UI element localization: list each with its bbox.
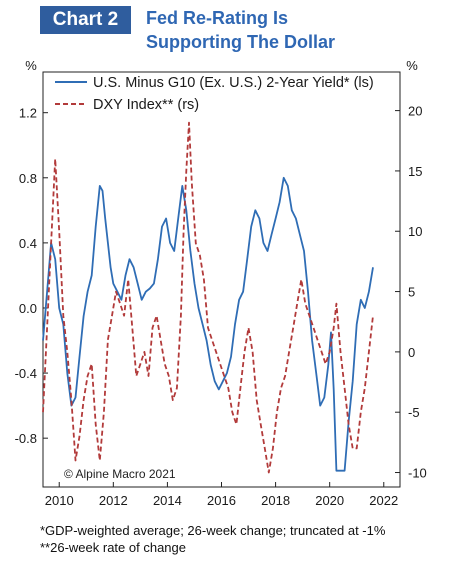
right-axis-tick-label: -10	[408, 466, 427, 481]
chart-header: Chart 2 Fed Re-Rating Is Supporting The …	[0, 0, 471, 58]
footnote-1: *GDP-weighted average; 26-week change; t…	[40, 523, 386, 538]
x-axis-tick-label: 2010	[45, 493, 74, 508]
series-layer	[42, 121, 374, 474]
left-axis-tick-label: -0.8	[15, 431, 37, 446]
chart-title: Fed Re-Rating Is Supporting The Dollar	[146, 6, 446, 54]
chart-number-badge: Chart 2	[40, 6, 131, 34]
legend-label: U.S. Minus G10 (Ex. U.S.) 2-Year Yield* …	[93, 75, 374, 91]
axes-layer: 1.2 0.8 0.4 0.0 -0.4 -0.8% 20 15 10 5 0 -5 -10% 2010 2…	[15, 58, 427, 508]
x-axis-tick-label: 2022	[369, 493, 398, 508]
x-axis-tick-label: 2020	[315, 493, 344, 508]
x-axis-tick-label: 2014	[153, 493, 182, 508]
right-axis-tick-label: 0	[408, 345, 415, 360]
right-axis-tick-label: -5	[408, 405, 420, 420]
left-axis-tick-label: -0.4	[15, 366, 37, 381]
left-axis-tick-label: 0.4	[19, 236, 37, 251]
legend: U.S. Minus G10 (Ex. U.S.) 2-Year Yield* …	[55, 75, 374, 113]
copyright-label: © Alpine Macro 2021	[64, 467, 176, 481]
footnote-2: **26-week rate of change	[40, 540, 186, 555]
right-axis-tick-label: 20	[408, 104, 422, 119]
series-line-dxy	[42, 121, 374, 474]
chart-title-line-2: Supporting The Dollar	[146, 32, 335, 52]
left-axis-tick-label: 1.2	[19, 106, 37, 121]
x-axis-tick-label: 2012	[99, 493, 128, 508]
left-axis-tick-label: 0.8	[19, 171, 37, 186]
series-line-yield-spread	[42, 176, 374, 472]
right-axis-label: %	[406, 58, 418, 73]
right-axis-tick-label: 10	[408, 224, 422, 239]
right-axis-tick-label: 15	[408, 164, 422, 179]
x-axis-tick-label: 2018	[261, 493, 290, 508]
x-axis-tick-label: 2016	[207, 493, 236, 508]
chart-title-line-1: Fed Re-Rating Is	[146, 8, 289, 28]
legend-label: DXY Index** (rs)	[93, 97, 199, 113]
right-axis-tick-label: 5	[408, 285, 415, 300]
left-axis-label: %	[25, 58, 37, 73]
left-axis-tick-label: 0.0	[19, 301, 37, 316]
